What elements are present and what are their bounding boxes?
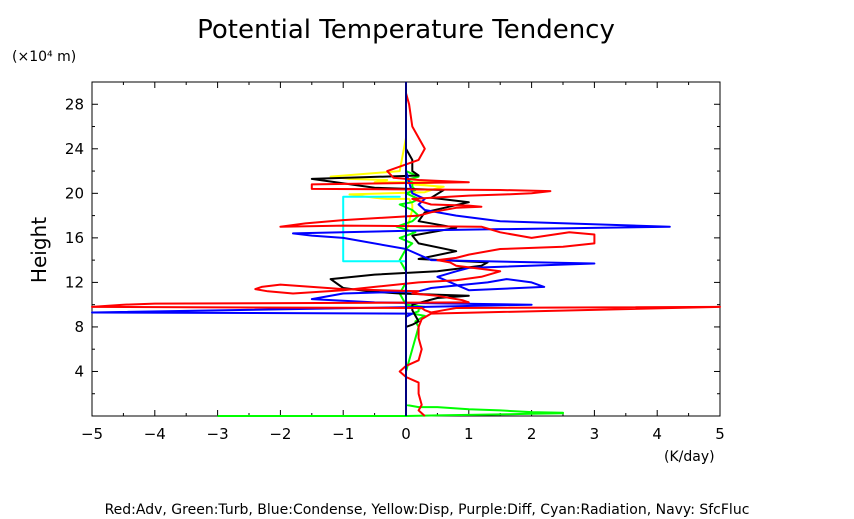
x-tick-label: 1 (464, 425, 474, 443)
x-tick-label: 0 (401, 425, 411, 443)
y-axis-label: Height (27, 217, 51, 283)
y-tick-label: 8 (74, 318, 84, 336)
x-tick-label: −5 (81, 425, 103, 443)
legend-text: Red:Adv, Green:Turb, Blue:Condense, Yell… (105, 502, 750, 518)
y-tick-label: 4 (74, 362, 84, 380)
x-tick-label: 4 (652, 425, 662, 443)
y-tick-label: 24 (65, 140, 84, 158)
x-tick-label: 5 (715, 425, 725, 443)
y-tick-label: 20 (65, 184, 84, 202)
x-tick-label: 3 (590, 425, 600, 443)
chart-title: Potential Temperature Tendency (197, 15, 615, 45)
x-unit-label: (K/day) (664, 449, 715, 465)
y-tick-label: 28 (65, 95, 84, 113)
x-axis-ticks: −5 −4 −3 −2 −1 0 1 2 3 4 5 (81, 82, 725, 443)
series-line-blue (91, 82, 671, 416)
y-tick-label: 12 (65, 273, 84, 291)
y-unit-label: (×10⁴ m) (12, 49, 76, 65)
y-axis-ticks: 4 8 12 16 20 24 28 (65, 95, 720, 395)
x-tick-label: −3 (207, 425, 229, 443)
series-layer (91, 82, 721, 417)
series-line-cyan (342, 82, 407, 416)
series-line-black (310, 82, 489, 416)
x-tick-label: −2 (269, 425, 291, 443)
y-tick-label: 16 (65, 229, 84, 247)
series-line-yellow (329, 82, 445, 416)
x-tick-label: −1 (332, 425, 354, 443)
series-line-red (91, 82, 721, 417)
x-tick-label: 2 (527, 425, 537, 443)
x-tick-label: −4 (144, 425, 166, 443)
